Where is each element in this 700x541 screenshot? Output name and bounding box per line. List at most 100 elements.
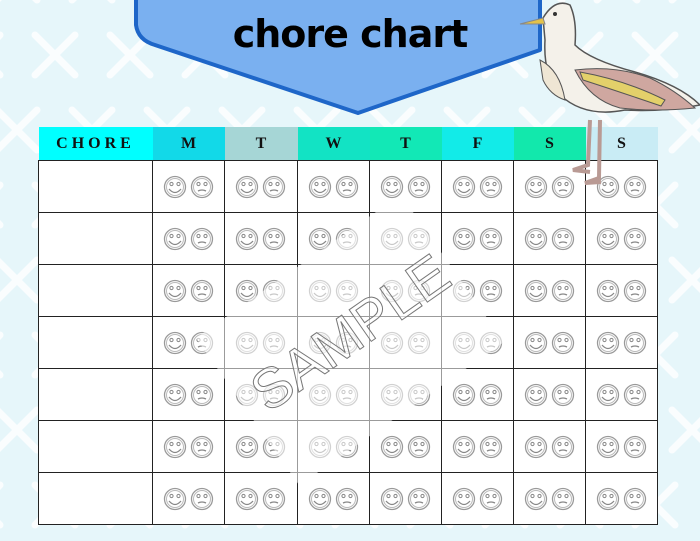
happy-face-icon[interactable] [380,175,403,198]
happy-face-icon[interactable] [452,435,475,458]
sad-face-icon[interactable] [407,487,430,510]
happy-face-icon[interactable] [524,227,547,250]
day-rating-cell[interactable] [585,420,658,473]
sad-face-icon[interactable] [479,175,502,198]
happy-face-icon[interactable] [380,435,403,458]
sad-face-icon[interactable] [623,487,646,510]
happy-face-icon[interactable] [596,279,619,302]
sad-face-icon[interactable] [190,279,213,302]
happy-face-icon[interactable] [163,435,186,458]
day-rating-cell[interactable] [152,368,225,421]
day-rating-cell[interactable] [585,472,658,525]
day-rating-cell[interactable] [513,316,586,369]
sad-face-icon[interactable] [479,435,502,458]
happy-face-icon[interactable] [163,487,186,510]
sad-face-icon[interactable] [551,331,574,354]
day-rating-cell[interactable] [224,212,298,265]
sad-face-icon[interactable] [190,227,213,250]
sad-face-icon[interactable] [335,175,358,198]
sad-face-icon[interactable] [407,435,430,458]
day-rating-cell[interactable] [585,212,658,265]
sad-face-icon[interactable] [262,175,286,198]
sad-face-icon[interactable] [623,331,646,354]
happy-face-icon[interactable] [524,175,547,198]
happy-face-icon[interactable] [235,435,259,458]
happy-face-icon[interactable] [308,175,331,198]
sad-face-icon[interactable] [479,279,502,302]
happy-face-icon[interactable] [308,487,331,510]
day-rating-cell[interactable] [152,160,225,213]
happy-face-icon[interactable] [235,487,259,510]
happy-face-icon[interactable] [452,383,475,406]
chore-name-cell[interactable] [38,472,153,525]
happy-face-icon[interactable] [163,175,186,198]
sad-face-icon[interactable] [262,227,286,250]
day-rating-cell[interactable] [152,420,225,473]
happy-face-icon[interactable] [308,227,331,250]
day-rating-cell[interactable] [585,264,658,317]
sad-face-icon[interactable] [623,175,646,198]
sad-face-icon[interactable] [407,175,430,198]
day-rating-cell[interactable] [513,472,586,525]
happy-face-icon[interactable] [163,383,186,406]
day-rating-cell[interactable] [369,472,442,525]
day-rating-cell[interactable] [441,420,514,473]
sad-face-icon[interactable] [479,383,502,406]
happy-face-icon[interactable] [163,331,186,354]
happy-face-icon[interactable] [163,227,186,250]
day-rating-cell[interactable] [585,316,658,369]
happy-face-icon[interactable] [452,227,475,250]
day-rating-cell[interactable] [369,420,442,473]
sad-face-icon[interactable] [623,279,646,302]
happy-face-icon[interactable] [596,435,619,458]
sad-face-icon[interactable] [623,435,646,458]
day-rating-cell[interactable] [585,368,658,421]
day-rating-cell[interactable] [441,472,514,525]
happy-face-icon[interactable] [596,383,619,406]
day-rating-cell[interactable] [513,264,586,317]
happy-face-icon[interactable] [452,487,475,510]
sad-face-icon[interactable] [190,383,213,406]
happy-face-icon[interactable] [524,331,547,354]
day-rating-cell[interactable] [513,420,586,473]
sad-face-icon[interactable] [190,435,213,458]
happy-face-icon[interactable] [235,175,259,198]
sad-face-icon[interactable] [551,227,574,250]
happy-face-icon[interactable] [380,487,403,510]
day-rating-cell[interactable] [152,264,225,317]
sad-face-icon[interactable] [551,383,574,406]
happy-face-icon[interactable] [596,331,619,354]
happy-face-icon[interactable] [524,435,547,458]
sad-face-icon[interactable] [479,227,502,250]
chore-name-cell[interactable] [38,264,153,317]
sad-face-icon[interactable] [623,383,646,406]
sad-face-icon[interactable] [623,227,646,250]
day-rating-cell[interactable] [297,472,370,525]
sad-face-icon[interactable] [262,487,286,510]
sad-face-icon[interactable] [551,279,574,302]
chore-name-cell[interactable] [38,316,153,369]
day-rating-cell[interactable] [441,212,514,265]
chore-name-cell[interactable] [38,368,153,421]
sad-face-icon[interactable] [190,487,213,510]
day-rating-cell[interactable] [513,212,586,265]
day-rating-cell[interactable] [224,472,298,525]
happy-face-icon[interactable] [524,487,547,510]
happy-face-icon[interactable] [163,279,186,302]
day-rating-cell[interactable] [224,160,298,213]
happy-face-icon[interactable] [524,383,547,406]
chore-name-cell[interactable] [38,212,153,265]
day-rating-cell[interactable] [297,160,370,213]
chore-name-cell[interactable] [38,160,153,213]
sad-face-icon[interactable] [190,175,213,198]
sad-face-icon[interactable] [551,175,574,198]
chore-name-cell[interactable] [38,420,153,473]
sad-face-icon[interactable] [551,435,574,458]
day-rating-cell[interactable] [152,212,225,265]
happy-face-icon[interactable] [235,227,259,250]
sad-face-icon[interactable] [479,487,502,510]
day-rating-cell[interactable] [513,368,586,421]
happy-face-icon[interactable] [452,175,475,198]
happy-face-icon[interactable] [596,175,619,198]
sad-face-icon[interactable] [335,487,358,510]
